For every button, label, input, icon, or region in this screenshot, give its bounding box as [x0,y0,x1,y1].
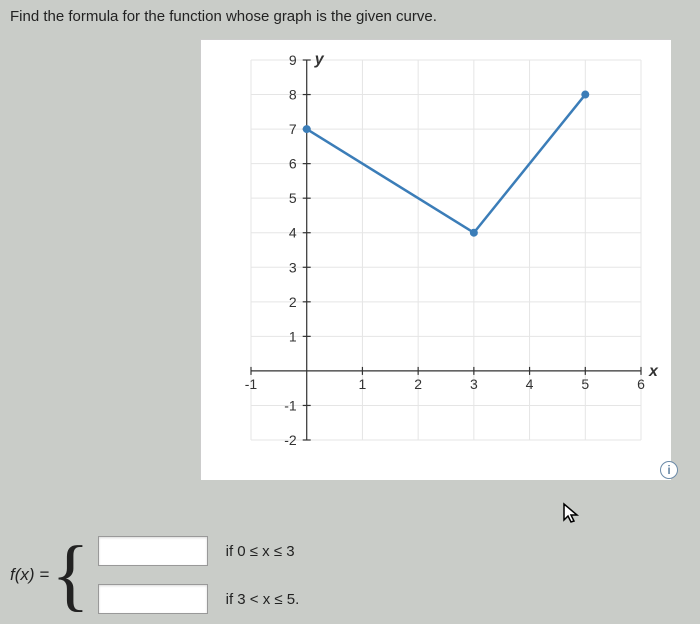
info-icon[interactable]: i [660,461,678,479]
svg-text:1: 1 [289,328,297,344]
svg-text:6: 6 [637,376,645,392]
formula-input-0[interactable] [98,536,208,566]
svg-text:2: 2 [289,294,297,310]
formula-input-1[interactable] [98,584,208,614]
svg-text:x: x [648,363,659,380]
condition-1: if 3 < x ≤ 5. [226,591,300,608]
function-label: f(x) = [0,565,49,585]
svg-text:2: 2 [414,376,422,392]
svg-text:-1: -1 [284,397,297,413]
svg-text:7: 7 [289,121,297,137]
svg-text:8: 8 [289,87,297,103]
cursor-icon [562,502,580,524]
svg-text:y: y [314,51,325,68]
svg-text:5: 5 [289,190,297,206]
svg-text:5: 5 [581,376,589,392]
question-prompt: Find the formula for the function whose … [0,0,700,29]
svg-text:6: 6 [289,156,297,172]
svg-text:4: 4 [526,376,534,392]
svg-text:-2: -2 [284,432,297,448]
graph-container: -1 1 2 3 4 5 6 -2 -1 1 2 3 4 5 6 7 8 9 y x [200,39,670,479]
line-chart: -1 1 2 3 4 5 6 -2 -1 1 2 3 4 5 6 7 8 9 y x [201,40,671,480]
svg-text:4: 4 [289,225,297,241]
piecewise-brace: { [49,540,97,610]
svg-text:9: 9 [289,52,297,68]
svg-text:3: 3 [289,259,297,275]
formula-input: f(x) = { if 0 ≤ x ≤ 3 if 3 < x ≤ 5. [0,536,299,614]
svg-text:1: 1 [359,376,367,392]
condition-0: if 0 ≤ x ≤ 3 [226,543,295,560]
pieces-container: if 0 ≤ x ≤ 3 if 3 < x ≤ 5. [98,536,300,614]
svg-text:-1: -1 [245,376,258,392]
svg-text:3: 3 [470,376,478,392]
piece-1: if 3 < x ≤ 5. [98,584,300,614]
piece-0: if 0 ≤ x ≤ 3 [98,536,300,566]
